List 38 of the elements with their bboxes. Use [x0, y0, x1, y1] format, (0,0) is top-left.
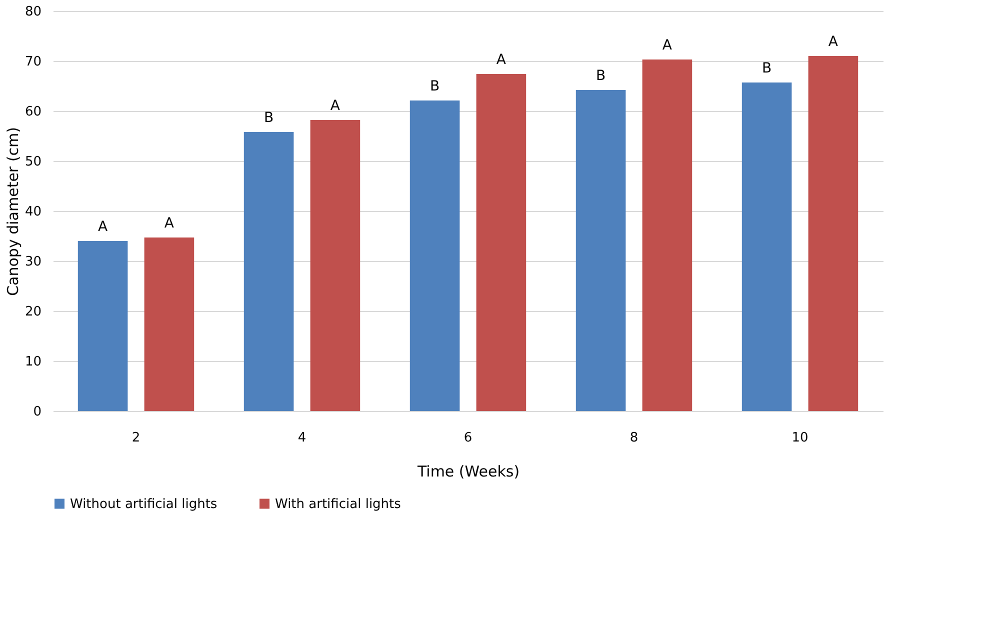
- y-tick-label: 80: [24, 4, 42, 20]
- bar: [576, 90, 626, 411]
- data-label: A: [330, 98, 340, 114]
- y-axis-title: Canopy diameter (cm): [4, 127, 22, 296]
- data-label: B: [762, 60, 772, 76]
- y-tick-label: 40: [24, 204, 42, 220]
- data-label: A: [662, 38, 672, 54]
- data-label: A: [164, 216, 174, 232]
- bar: [410, 100, 460, 411]
- bar: [808, 56, 858, 411]
- bar: [476, 74, 526, 411]
- y-tick-label: 50: [24, 154, 42, 170]
- bar: [310, 120, 360, 411]
- data-label: A: [828, 34, 838, 50]
- y-tick-label: 20: [24, 304, 42, 320]
- y-tick-label: 0: [33, 404, 42, 420]
- data-label: A: [98, 219, 108, 235]
- legend-label: With artificial lights: [275, 496, 402, 512]
- x-tick-label: 2: [132, 430, 140, 446]
- x-tick-label: 4: [298, 430, 306, 446]
- data-label: A: [496, 52, 506, 68]
- x-axis-title: Time (Weeks): [416, 462, 520, 480]
- y-tick-label: 10: [24, 354, 42, 370]
- legend-label: Without artificial lights: [70, 496, 218, 512]
- data-label: B: [264, 110, 274, 126]
- y-tick-label: 70: [24, 54, 42, 70]
- data-label: B: [596, 68, 606, 84]
- x-tick-label: 10: [792, 430, 808, 446]
- y-tick-label: 30: [24, 254, 42, 270]
- x-tick-label: 8: [630, 430, 638, 446]
- bar: [244, 132, 294, 411]
- bar: [144, 238, 194, 411]
- bar: [642, 60, 692, 411]
- x-tick-label: 6: [464, 430, 472, 446]
- data-label: B: [430, 78, 440, 94]
- bar: [78, 241, 128, 411]
- y-tick-label: 60: [24, 104, 42, 120]
- bar: [742, 82, 792, 411]
